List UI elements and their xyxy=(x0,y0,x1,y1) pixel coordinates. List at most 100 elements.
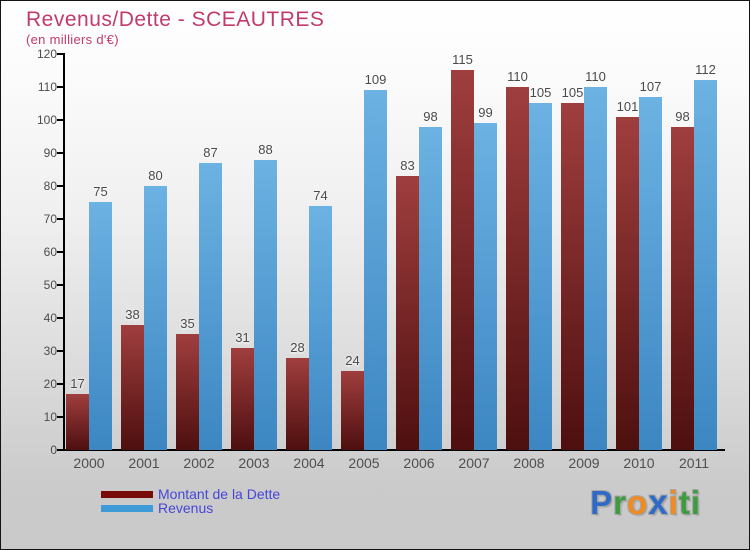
value-label: 35 xyxy=(180,316,195,331)
revenue-bar xyxy=(309,206,332,450)
revenue-bar xyxy=(639,97,662,450)
debt-bar xyxy=(231,348,254,450)
chart-subtitle: (en milliers d'€) xyxy=(26,32,119,47)
legend-label-revenus: Revenus xyxy=(158,500,214,516)
y-tick-label: 60 xyxy=(43,245,57,259)
y-tick xyxy=(57,152,63,154)
y-tick xyxy=(57,119,63,121)
x-category-label: 2011 xyxy=(678,455,710,471)
y-tick-label: 110 xyxy=(37,80,57,94)
x-category-label: 2005 xyxy=(348,455,380,471)
debt-bar xyxy=(506,87,529,450)
y-axis xyxy=(63,53,65,450)
value-label: 83 xyxy=(400,158,415,173)
value-label: 28 xyxy=(290,340,305,355)
y-tick xyxy=(57,350,63,352)
revenue-bar xyxy=(419,127,442,450)
legend-label-dette: Montant de la Dette xyxy=(158,486,281,502)
legend-item-revenus: Revenus xyxy=(101,501,280,515)
revenue-bar xyxy=(364,90,387,450)
debt-bar xyxy=(66,394,89,450)
y-tick xyxy=(57,317,63,319)
y-tick-label: 20 xyxy=(43,377,57,391)
x-category-label: 2006 xyxy=(403,455,435,471)
debt-bar xyxy=(341,371,364,450)
y-tick-label: 70 xyxy=(43,212,57,226)
revenue-bar xyxy=(199,163,222,450)
x-category-label: 2004 xyxy=(293,455,325,471)
value-label: 105 xyxy=(529,85,552,100)
debt-bar xyxy=(561,103,584,450)
value-label: 88 xyxy=(258,142,273,157)
y-tick-label: 100 xyxy=(36,113,57,127)
value-label: 110 xyxy=(585,69,606,84)
y-tick xyxy=(57,251,63,253)
value-label: 115 xyxy=(452,52,473,67)
value-label: 98 xyxy=(675,109,690,124)
y-tick-label: 80 xyxy=(43,179,57,193)
revenue-bar xyxy=(254,160,277,450)
y-tick xyxy=(57,218,63,220)
value-label: 109 xyxy=(364,72,387,87)
y-tick xyxy=(57,449,63,451)
value-label: 105 xyxy=(561,85,584,100)
value-label: 87 xyxy=(203,145,218,160)
y-tick xyxy=(57,416,63,418)
x-category-label: 2003 xyxy=(238,455,270,471)
logo-letter: i xyxy=(690,484,701,521)
chart-title: Revenus/Dette - SCEAUTRES xyxy=(26,8,325,31)
x-axis xyxy=(63,449,725,451)
x-category-label: 2002 xyxy=(183,455,215,471)
legend: Montant de la Dette Revenus xyxy=(101,487,280,515)
y-tick xyxy=(57,86,63,88)
value-label: 74 xyxy=(313,188,328,203)
value-label: 38 xyxy=(125,307,140,322)
debt-bar xyxy=(671,127,694,450)
logo-letter: i xyxy=(668,484,679,521)
x-category-label: 2008 xyxy=(513,455,545,471)
value-label: 112 xyxy=(695,62,716,77)
value-label: 98 xyxy=(423,109,438,124)
debt-bar xyxy=(451,70,474,450)
debt-bar xyxy=(396,176,419,450)
y-tick xyxy=(57,284,63,286)
y-tick xyxy=(57,383,63,385)
x-category-label: 2001 xyxy=(128,455,160,471)
legend-swatch-revenus xyxy=(101,504,153,512)
x-category-label: 2010 xyxy=(623,455,655,471)
y-tick-label: 40 xyxy=(43,311,57,325)
x-category-label: 2009 xyxy=(568,455,600,471)
y-tick-label: 0 xyxy=(50,443,57,457)
logo-letter: o xyxy=(627,484,649,521)
value-label: 107 xyxy=(639,79,662,94)
y-tick-label: 90 xyxy=(43,146,57,160)
proxiti-logo: Proxiti xyxy=(590,483,701,523)
revenue-bar xyxy=(474,123,497,450)
value-label: 31 xyxy=(235,330,250,345)
y-tick-label: 10 xyxy=(43,410,57,424)
debt-bar xyxy=(176,334,199,450)
y-tick-label: 120 xyxy=(36,47,57,61)
logo-letter: r xyxy=(613,484,628,521)
value-label: 99 xyxy=(478,105,493,120)
value-label: 101 xyxy=(616,99,639,114)
y-tick xyxy=(57,53,63,55)
legend-item-dette: Montant de la Dette xyxy=(101,487,280,501)
value-label: 80 xyxy=(148,168,163,183)
revenue-bar xyxy=(144,186,167,450)
logo-letter: x xyxy=(648,483,669,522)
value-label: 17 xyxy=(70,376,85,391)
value-label: 110 xyxy=(507,69,528,84)
debt-bar xyxy=(616,117,639,450)
debt-bar xyxy=(286,358,309,450)
logo-letter: P xyxy=(590,484,614,521)
value-label: 75 xyxy=(93,184,108,199)
value-label: 24 xyxy=(345,353,360,368)
y-tick xyxy=(57,185,63,187)
debt-bar xyxy=(121,325,144,450)
revenue-bar xyxy=(694,80,717,450)
revenue-bar xyxy=(584,87,607,450)
y-tick-label: 50 xyxy=(43,278,57,292)
x-category-label: 2000 xyxy=(73,455,105,471)
